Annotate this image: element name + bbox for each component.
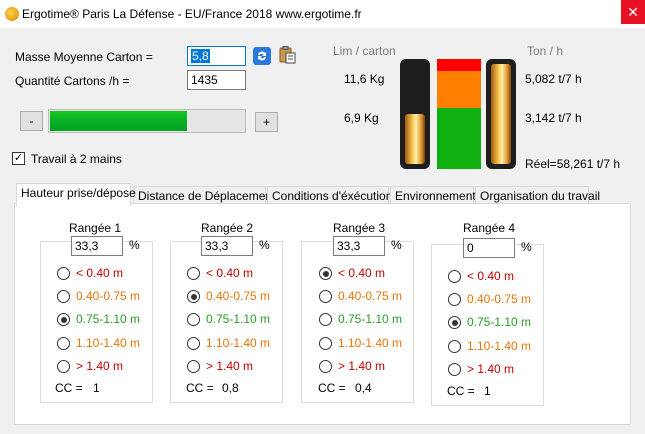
rangee-1-radio-2[interactable] [57,290,70,303]
ton-high-value: 5,082 t/7 h [525,72,582,86]
rangee-3-radio-5[interactable] [319,360,332,373]
rangee-1-option-5-label: > 1.40 m [76,359,124,373]
masse-label: Masse Moyenne Carton = [15,50,153,64]
scale-green [437,108,481,169]
rangee-2-option-4-label: 1.10-1.40 m [206,336,271,350]
scale-orange [437,71,481,108]
lim-gauge-fill [405,114,425,164]
ton-gauge-fill [491,64,511,164]
rangee-3-radio-3[interactable] [319,313,332,326]
rangee-1-radio-3[interactable] [57,313,70,326]
travail-checkbox[interactable]: ✓ [12,152,25,165]
minus-button[interactable]: - [20,111,43,131]
tab-organisation[interactable]: Organisation du travail [475,186,600,206]
rangee-2-radio-3[interactable] [187,313,200,326]
rangee-3-option-4-label: 1.10-1.40 m [338,336,403,350]
rangee-3-percent-sign: % [391,238,402,252]
rangee-2-radio-4[interactable] [187,337,200,350]
rangee-3-option-3-label: 0.75-1.10 m [338,312,403,326]
scale-red [437,59,481,71]
rangee-1-percent-input[interactable]: 33,3 [71,236,123,256]
rangee-4-percent-input[interactable]: 0 [463,238,515,258]
rangee-2-cc-label: CC = [186,381,214,395]
rangee-2-option-1-label: < 0.40 m [206,266,254,280]
rangee-1-radio-1[interactable] [57,267,70,280]
rangee-1-option-1-label: < 0.40 m [76,266,124,280]
rangee-4-title: Rangée 4 [463,221,516,235]
rangee-4-option-1-label: < 0.40 m [467,269,515,283]
close-button[interactable]: ✕ [621,0,645,24]
refresh-icon[interactable] [252,46,272,66]
rangee-2-cc-value: 0,8 [222,381,239,395]
ton-low-value: 3,142 t/7 h [525,111,582,125]
rangee-2-percent-input[interactable]: 33,3 [201,236,253,256]
rangee-1-title: Rangée 1 [69,221,122,235]
rangee-4-radio-3[interactable] [448,316,461,329]
travail-label: Travail à 2 mains [31,152,122,166]
quantite-input[interactable]: 1435 [187,70,246,90]
rangee-1-option-4-label: 1.10-1.40 m [76,336,141,350]
rangee-4-option-3-label: 0.75-1.10 m [467,315,532,329]
rangee-2-option-3-label: 0.75-1.10 m [206,312,271,326]
lim-high-value: 11,6 Kg [344,72,385,86]
rangee-2-radio-1[interactable] [187,267,200,280]
rangee-3-title: Rangée 3 [333,221,386,235]
rangee-1-percent-sign: % [129,238,140,252]
rangee-4-option-2-label: 0.40-0.75 m [467,292,532,306]
rangee-2-radio-5[interactable] [187,360,200,373]
rangee-4-cc-label: CC = [447,384,475,398]
masse-value: 5,8 [191,49,210,63]
rangee-4-radio-2[interactable] [448,293,461,306]
rangee-2-option-2-label: 0.40-0.75 m [206,289,271,303]
tab-hauteur[interactable]: Hauteur prise/dépose [16,183,136,206]
rangee-3-option-2-label: 0.40-0.75 m [338,289,403,303]
app-icon [5,7,19,21]
rangee-3-percent-input[interactable]: 33,3 [333,236,385,256]
rangee-2-radio-2[interactable] [187,290,200,303]
tab-distance[interactable]: Distance de Déplacement [133,186,275,206]
window-title: Ergotime® Paris La Défense - EU/France 2… [22,7,362,21]
rangee-1-option-2-label: 0.40-0.75 m [76,289,141,303]
plus-button[interactable]: + [255,112,278,132]
rangee-4-option-5-label: > 1.40 m [467,362,515,376]
lim-low-value: 6,9 Kg [344,111,379,125]
rangee-4-radio-1[interactable] [448,270,461,283]
quantite-label: Quantité Cartons /h = [15,74,130,88]
lim-gauge [400,59,430,169]
rangee-4-radio-4[interactable] [448,340,461,353]
ton-header: Ton / h [527,44,564,58]
rangee-3-option-5-label: > 1.40 m [338,359,386,373]
rangee-1-cc-value: 1 [93,381,100,395]
rangee-1-option-3-label: 0.75-1.10 m [76,312,141,326]
rangee-2-percent-sign: % [259,238,270,252]
rangee-3-radio-2[interactable] [319,290,332,303]
rangee-3-radio-4[interactable] [319,337,332,350]
rangee-1-radio-5[interactable] [57,360,70,373]
rangee-4-percent-sign: % [521,240,532,254]
rangee-3-cc-value: 0,4 [355,381,372,395]
tab-conditions[interactable]: Conditions d'éxécutions [267,186,398,206]
rangee-4-radio-5[interactable] [448,363,461,376]
rangee-1-cc-label: CC = [55,381,83,395]
ton-gauge [486,59,516,169]
reel-value: Réel=58,261 t/7 h [525,157,621,171]
rangee-1-radio-4[interactable] [57,337,70,350]
progress-fill [50,111,188,131]
load-progress-bar [48,109,246,133]
paste-icon[interactable] [277,45,297,65]
rangee-4-option-4-label: 1.10-1.40 m [467,339,532,353]
rangee-3-option-1-label: < 0.40 m [338,266,386,280]
rangee-2-option-5-label: > 1.40 m [206,359,254,373]
tab-environnement[interactable]: Environnement [390,186,476,206]
rangee-3-radio-1[interactable] [319,267,332,280]
lim-header: Lim / carton [333,44,396,58]
rangee-4-cc-value: 1 [484,384,491,398]
rangee-2-title: Rangée 2 [201,221,254,235]
rangee-3-cc-label: CC = [318,381,346,395]
masse-input[interactable]: 5,8 [187,46,246,66]
title-bar: Ergotime® Paris La Défense - EU/France 2… [0,0,645,28]
